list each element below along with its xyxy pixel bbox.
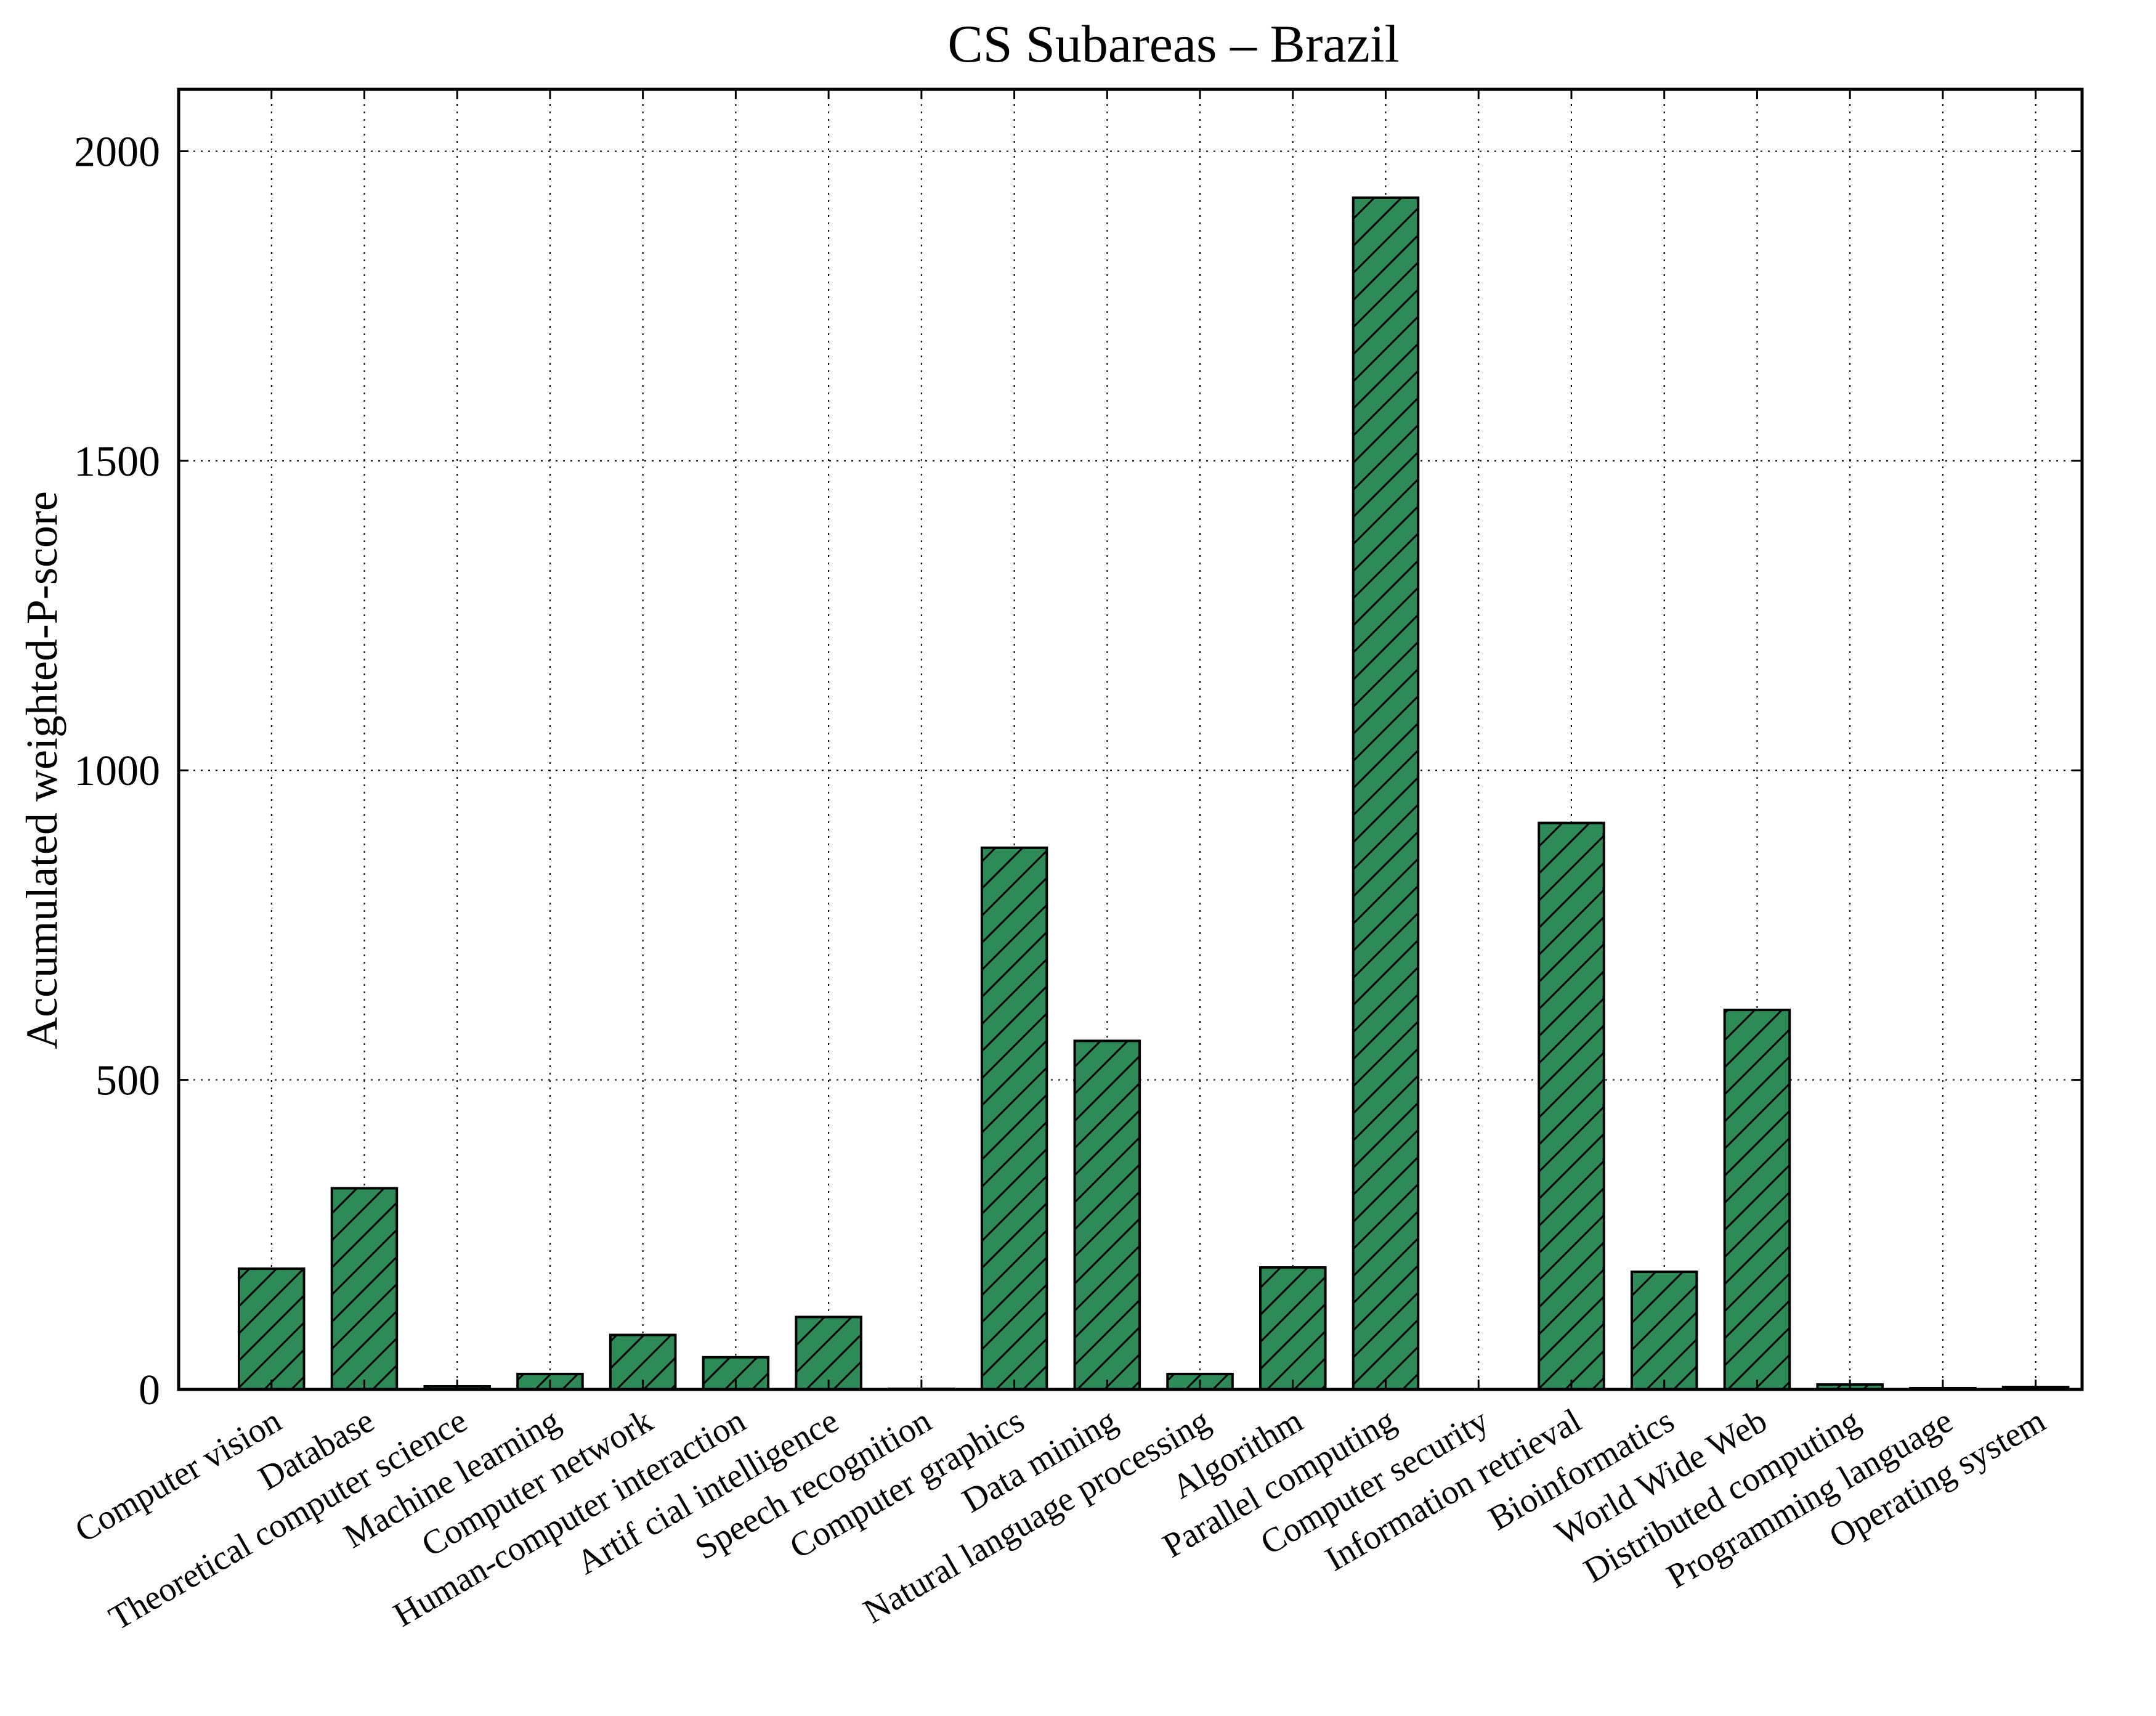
bar	[1723, 1009, 1791, 1391]
bar	[980, 846, 1048, 1391]
y-tick-label: 1000	[74, 747, 160, 795]
bar	[330, 1187, 399, 1391]
bar-hatch	[1352, 196, 1420, 1391]
bar	[1259, 1266, 1327, 1391]
bar-hatch	[1723, 1009, 1791, 1391]
y-axis-label: Accumulated weighted-P-score	[17, 491, 67, 1049]
y-tick-label: 2000	[74, 128, 160, 176]
bar-hatch	[1630, 1271, 1698, 1391]
bar	[1073, 1039, 1141, 1391]
bars	[237, 196, 2070, 1391]
bar	[1630, 1271, 1698, 1391]
bar-hatch	[237, 1267, 306, 1391]
y-axis-ticks: 0 500 1000 1500 2000	[74, 128, 2082, 1414]
bar	[237, 1267, 306, 1391]
y-tick-label: 0	[139, 1367, 160, 1414]
y-tick-label: 1500	[74, 438, 160, 486]
bar	[1538, 821, 1605, 1391]
bar-hatch	[609, 1333, 677, 1391]
bar-hatch	[795, 1315, 862, 1391]
bar	[795, 1315, 862, 1391]
bar-hatch	[1538, 821, 1605, 1391]
chart-title: CS Subareas – Brazil	[947, 14, 1399, 73]
bar-hatch	[1073, 1039, 1141, 1391]
plot-frame	[177, 87, 2084, 1391]
bar	[1352, 196, 1420, 1391]
bar-hatch	[330, 1187, 399, 1391]
bar-hatch	[1259, 1266, 1327, 1391]
bar-hatch	[980, 846, 1048, 1391]
y-tick-label: 500	[95, 1057, 160, 1105]
